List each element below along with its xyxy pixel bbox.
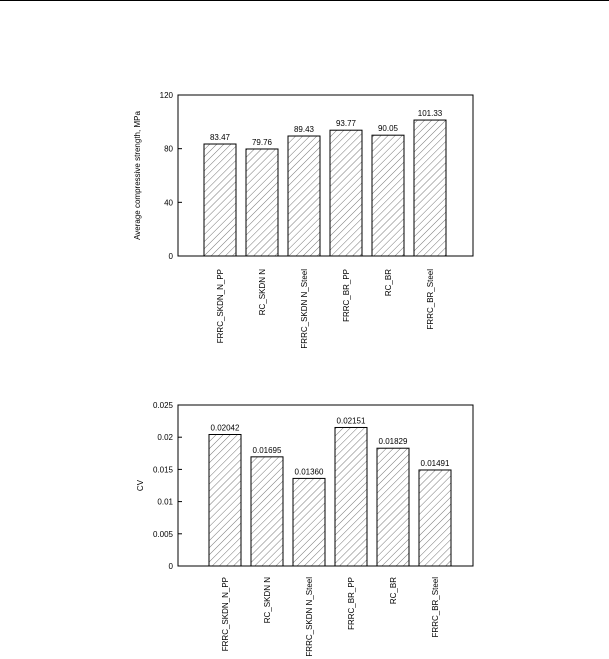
y-tick-label: 120 bbox=[160, 91, 174, 100]
y-tick-label: 0.02 bbox=[157, 433, 173, 442]
category-label: RC_BR bbox=[389, 577, 398, 604]
y-axis-label: CV bbox=[136, 479, 145, 491]
y-tick-label: 40 bbox=[164, 198, 173, 207]
y-tick-label: 0 bbox=[169, 562, 174, 571]
bar-value-label: 0.01695 bbox=[253, 446, 282, 455]
bar bbox=[371, 134, 405, 257]
bar-value-label: 89.43 bbox=[294, 125, 315, 134]
plot-frame bbox=[177, 94, 474, 257]
category-label: FRRC_BR_Steel bbox=[426, 269, 435, 330]
bar bbox=[413, 119, 447, 257]
category-label: RC_BR bbox=[384, 269, 393, 296]
bar bbox=[250, 456, 284, 567]
page-top-rule bbox=[0, 0, 609, 1]
category-label: FRRC_SKDN N_Steel bbox=[300, 269, 309, 349]
category-label: FRRC_SKDN_N_PP bbox=[221, 577, 230, 651]
category-label: RC_SKDN N bbox=[258, 269, 267, 315]
category-label: FRRC_BR_PP bbox=[347, 577, 356, 630]
bar-value-label: 0.01829 bbox=[379, 437, 408, 446]
y-tick-label: 0 bbox=[169, 252, 174, 261]
bar bbox=[203, 143, 237, 257]
compressive-strength-chart: 0 40 80 120 Average compressive strength, MP… bbox=[133, 91, 474, 349]
bar bbox=[334, 426, 368, 567]
bar bbox=[418, 469, 452, 567]
bar-value-label: 83.47 bbox=[210, 133, 231, 142]
cv-chart: 0 0.005 0.01 0.015 0.02 0.025 CV 0.02042 FRRC_SK… bbox=[136, 401, 474, 657]
bar bbox=[287, 135, 321, 257]
bar-value-label: 101.33 bbox=[418, 109, 443, 118]
bar bbox=[292, 477, 326, 567]
y-tick-label: 0.015 bbox=[153, 465, 174, 474]
bar-value-label: 79.76 bbox=[252, 138, 273, 147]
bar-value-label: 90.05 bbox=[378, 124, 399, 133]
y-tick-label: 80 bbox=[164, 145, 173, 154]
category-label: FRRC_SKDN N_Steel bbox=[305, 577, 314, 657]
bar-value-label: 0.01360 bbox=[295, 467, 324, 476]
bar bbox=[208, 433, 242, 567]
bar-value-label: 0.02042 bbox=[211, 423, 240, 432]
bar-value-label: 93.77 bbox=[336, 119, 357, 128]
bar-value-label: 0.01491 bbox=[421, 459, 450, 468]
category-label: FRRC_BR_PP bbox=[342, 269, 351, 322]
y-tick-label: 0.01 bbox=[157, 498, 173, 507]
bar bbox=[329, 129, 363, 257]
y-tick-label: 0.005 bbox=[153, 530, 174, 539]
y-axis-label: Average compressive strength, MPa bbox=[133, 111, 142, 240]
category-label: RC_SKDN N bbox=[263, 577, 272, 623]
y-tick-label: 0.025 bbox=[153, 401, 174, 410]
bar-value-label: 0.02151 bbox=[337, 416, 366, 425]
category-label: FRRC_BR_Steel bbox=[431, 577, 440, 638]
bar bbox=[245, 148, 279, 257]
bar bbox=[376, 447, 410, 567]
category-label: FRRC_SKDN_N_PP bbox=[216, 269, 225, 343]
